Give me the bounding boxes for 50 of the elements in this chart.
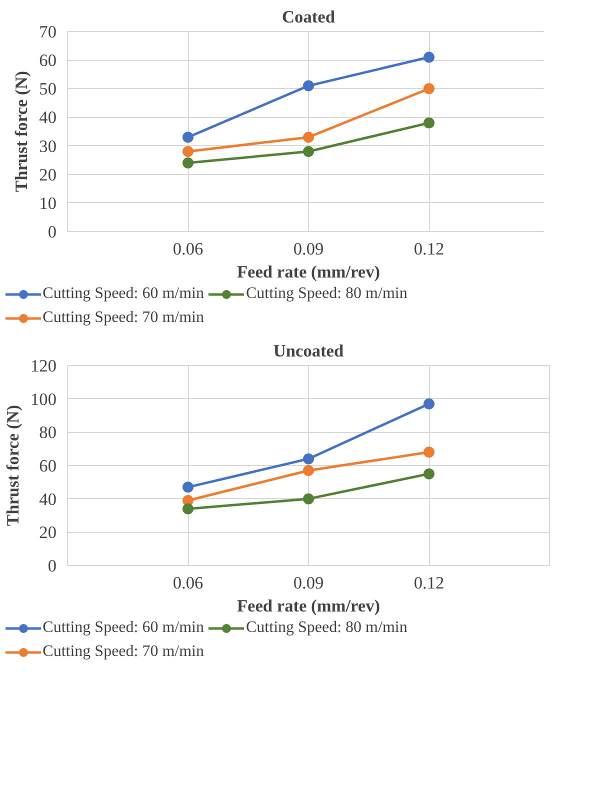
y-tick-label: 20 [39,523,56,542]
y-tick-label: 20 [39,165,56,184]
point [303,453,314,464]
y-tick-label: 30 [39,136,56,156]
point [424,83,434,94]
point [424,52,434,63]
legend-label: Cutting Speed: 60 m/min [42,285,204,303]
x-tick-label: 0.12 [414,574,444,592]
y-tick-label: 100 [30,390,57,409]
point [303,146,314,157]
x-tick-label: 0.12 [414,240,444,258]
point [424,468,434,480]
y-tick-label: 40 [39,490,56,509]
legend-label: Cutting Speed: 70 m/min [42,643,204,661]
x-tick-label: 0.09 [293,574,324,592]
point [182,157,194,168]
point [424,446,434,458]
point [182,503,194,514]
y-tick-label: 50 [39,80,56,99]
point [182,482,194,493]
point [303,80,314,92]
legend-label: Cutting Speed: 70 m/min [42,309,204,327]
point [303,493,314,504]
y-tick-label: 0 [48,556,57,576]
y-tick-label: 70 [39,22,56,42]
point [424,398,434,410]
x-tick-label: 0.09 [293,240,324,258]
y-tick-label: 120 [30,356,57,376]
point [303,132,314,143]
chart-title: Uncoated [273,342,344,360]
y-tick-label: 80 [39,423,56,442]
chart-title: Coated [282,8,336,26]
point [182,132,194,143]
y-axis-title: Thrust force (N) [12,70,32,192]
y-tick-label: 0 [48,222,57,242]
legend-label: Cutting Speed: 80 m/min [246,285,408,303]
point [303,465,314,476]
y-tick-label: 60 [39,51,56,70]
x-tick-label: 0.06 [172,574,204,592]
y-tick-label: 60 [39,456,56,476]
point [424,117,434,128]
legend-label: Cutting Speed: 80 m/min [246,619,408,637]
x-axis-title: Feed rate (mm/rev) [236,596,380,616]
legend-label: Cutting Speed: 60 m/min [42,619,204,637]
point [182,146,194,157]
y-axis-title: Thrust force (N) [4,404,23,526]
y-tick-label: 40 [39,108,56,128]
x-tick-label: 0.06 [172,240,204,258]
y-tick-label: 10 [39,194,56,213]
x-axis-title: Feed rate (mm/rev) [236,262,380,282]
